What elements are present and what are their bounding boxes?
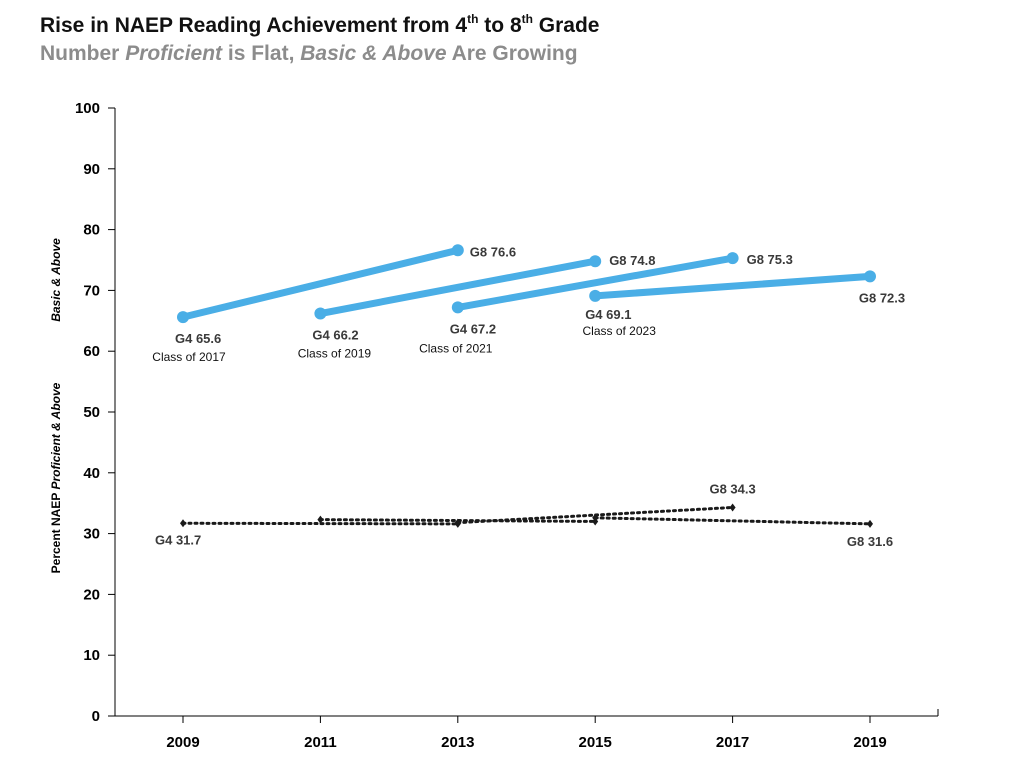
data-label: G8 31.6 xyxy=(847,534,893,549)
y-tick-label: 50 xyxy=(83,404,100,421)
basic-data-point xyxy=(451,301,464,314)
y-axis-label-upper: Basic & Above xyxy=(49,238,63,322)
y-axis-label: Percent NAEP Proficient & Above xyxy=(49,382,63,573)
basic-series-line xyxy=(591,272,874,300)
chart-subtitle: Number Proficient is Flat, Basic & Above… xyxy=(40,42,578,65)
basic-data-point xyxy=(864,270,876,283)
proficient-data-point xyxy=(180,519,186,528)
basic-series-line xyxy=(179,246,462,321)
basic-data-point xyxy=(451,244,464,257)
data-label: G4 31.7 xyxy=(155,532,201,547)
class-label: Class of 2021 xyxy=(419,341,493,355)
basic-data-point xyxy=(589,289,602,302)
x-tick-label: 2013 xyxy=(441,734,474,751)
basic-series-line xyxy=(454,254,737,311)
x-tick-label: 2019 xyxy=(853,734,886,751)
x-tick-label: 2009 xyxy=(166,734,199,751)
y-tick-label: 80 xyxy=(83,222,100,239)
data-label: G8 34.3 xyxy=(709,481,755,496)
proficient-data-point xyxy=(317,515,324,524)
data-label: G8 74.8 xyxy=(609,253,655,268)
basic-data-point xyxy=(589,255,602,268)
y-tick-label: 100 xyxy=(75,100,100,117)
data-label: G8 75.3 xyxy=(747,252,793,267)
proficient-data-point xyxy=(454,518,461,527)
chart-title: Rise in NAEP Reading Achievement from 4t… xyxy=(40,12,600,37)
data-label: G4 66.2 xyxy=(312,328,358,343)
y-tick-label: 90 xyxy=(83,161,100,178)
class-label: Class of 2017 xyxy=(152,350,226,364)
proficient-data-point xyxy=(729,503,736,512)
y-tick-label: 30 xyxy=(83,526,100,543)
class-label: Class of 2023 xyxy=(583,324,657,338)
basic-data-point xyxy=(314,307,327,320)
y-tick-label: 60 xyxy=(83,343,100,360)
proficient-series-line xyxy=(593,516,872,526)
x-tick-label: 2017 xyxy=(716,734,749,751)
data-label: G4 67.2 xyxy=(450,321,496,336)
data-label: G4 69.1 xyxy=(585,307,631,322)
y-tick-label: 20 xyxy=(83,586,100,603)
y-tick-label: 10 xyxy=(83,647,100,664)
data-label: G8 76.6 xyxy=(470,244,516,259)
y-tick-label: 40 xyxy=(83,465,100,482)
data-label: G4 65.6 xyxy=(175,331,221,346)
proficient-data-point xyxy=(867,519,873,528)
proficient-data-point xyxy=(592,513,599,522)
x-tick-label: 2015 xyxy=(579,734,612,751)
class-label: Class of 2019 xyxy=(298,347,372,361)
basic-data-point xyxy=(726,252,739,265)
data-label: G8 72.3 xyxy=(859,290,905,305)
x-tick-label: 2011 xyxy=(304,734,337,751)
y-tick-label: 0 xyxy=(92,708,100,725)
basic-series-line xyxy=(316,257,599,318)
y-tick-label: 70 xyxy=(83,282,100,299)
basic-data-point xyxy=(177,311,189,324)
